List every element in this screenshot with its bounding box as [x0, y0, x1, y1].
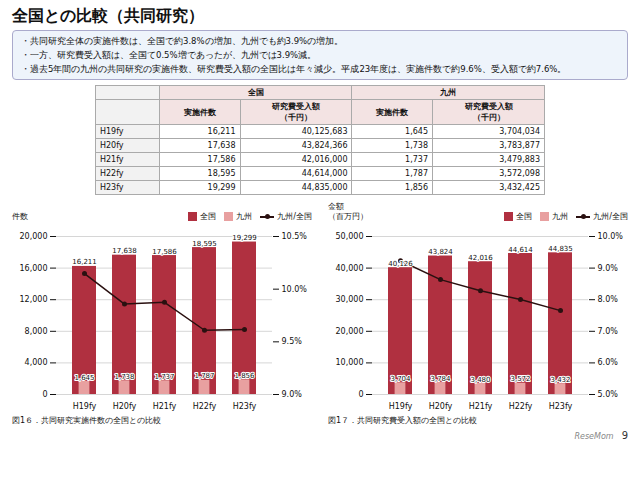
html-text:17,586: 17,586 [207, 155, 236, 164]
svg-text:H21fy: H21fy [153, 402, 177, 411]
svg-text:9.0%: 9.0% [282, 390, 303, 399]
html-text:・共同研究全体の実施件数は、全国で約3.8%の増加、九州でも: ・共同研究全体の実施件数は、全国で約3.8%の増加、九州でも約3.9%の増加。 [21, 36, 344, 46]
html-text:40,125,683: 40,125,683 [301, 127, 348, 136]
svg-text:5.0%: 5.0% [598, 390, 619, 399]
html-text:件数: 件数 [12, 212, 28, 221]
svg-text:3,784: 3,784 [430, 375, 451, 383]
html-text:全国: 全国 [200, 212, 217, 221]
svg-text:1,738: 1,738 [114, 373, 134, 381]
svg-text:42,016: 42,016 [468, 254, 493, 262]
html-text:全国: 全国 [516, 212, 533, 221]
html-text:16,211: 16,211 [207, 127, 236, 136]
html-text:・過去5年間の九州の共同研究の実施件数、研究費受入額の全国比: ・過去5年間の九州の共同研究の実施件数、研究費受入額の全国比は年々減少。平成23… [21, 64, 567, 74]
svg-text:16,211: 16,211 [72, 258, 97, 266]
svg-text:6.0%: 6.0% [598, 358, 619, 367]
svg-text:44,835: 44,835 [548, 245, 573, 253]
html-text:・一方、研究費受入額は、全国て0.5%増であったが、九州では: ・一方、研究費受入額は、全国て0.5%増であったが、九州では3.9%減。 [21, 50, 317, 60]
svg-text:30,000: 30,000 [336, 295, 364, 304]
html-text:17,638: 17,638 [207, 141, 236, 150]
html-text:1,645: 1,645 [405, 127, 428, 136]
svg-text:18,595: 18,595 [192, 240, 217, 248]
html-text:H23fy: H23fy [100, 183, 124, 192]
svg-text:7.0%: 7.0% [598, 327, 619, 336]
html-text:金額 （百万円）: 金額 （百万円） [328, 202, 368, 221]
html-text:1,738: 1,738 [405, 141, 428, 150]
svg-text:40,126: 40,126 [388, 260, 413, 268]
svg-text:17,586: 17,586 [152, 248, 177, 256]
svg-text:16,000: 16,000 [20, 264, 48, 273]
svg-text:H21fy: H21fy [469, 402, 493, 411]
html-text:1,737: 1,737 [405, 155, 428, 164]
html-text:3,479,883: 3,479,883 [499, 155, 540, 164]
svg-text:20,000: 20,000 [336, 327, 364, 336]
svg-text:H19fy: H19fy [73, 402, 97, 411]
svg-text:H19fy: H19fy [389, 402, 413, 411]
svg-text:H20fy: H20fy [113, 402, 137, 411]
html-text:44,614,000: 44,614,000 [301, 169, 348, 178]
html-text:全国: 全国 [247, 88, 264, 97]
svg-text:0: 0 [358, 390, 363, 399]
svg-text:H22fy: H22fy [509, 402, 533, 411]
svg-text:H23fy: H23fy [233, 402, 257, 411]
svg-text:40,000: 40,000 [336, 264, 364, 273]
html-text:3,572,098: 3,572,098 [499, 169, 540, 178]
svg-text:10,000: 10,000 [336, 358, 364, 367]
svg-text:3,480: 3,480 [470, 376, 490, 384]
svg-text:8.0%: 8.0% [598, 295, 619, 304]
html-text:42,016,000: 42,016,000 [301, 155, 348, 164]
html-text:九州: 九州 [236, 212, 253, 221]
html-text:九州: 九州 [552, 212, 569, 221]
svg-text:10.5%: 10.5% [282, 232, 308, 241]
html-text:44,835,000: 44,835,000 [301, 183, 348, 192]
svg-text:10.0%: 10.0% [282, 285, 308, 294]
html-text:H19fy: H19fy [100, 127, 124, 136]
html-text:九州/全国: 九州/全国 [593, 212, 628, 221]
svg-text:9.5%: 9.5% [282, 337, 303, 346]
html-text:九州: 九州 [440, 88, 457, 97]
html-text:図1７．共同研究費受入額の全国との比較: 図1７．共同研究費受入額の全国との比較 [328, 416, 478, 425]
html-text:1,856: 1,856 [405, 183, 428, 192]
svg-text:H23fy: H23fy [549, 402, 573, 411]
svg-text:1,787: 1,787 [194, 372, 214, 380]
svg-text:1,856: 1,856 [234, 372, 255, 380]
html-text:九州/全国: 九州/全国 [277, 212, 312, 221]
html-text:3,432,425: 3,432,425 [499, 183, 540, 192]
html-text:ReseMom: ReseMom [574, 432, 614, 441]
svg-text:1,645: 1,645 [74, 374, 94, 382]
html-text:研究費受入額 （千円）: 研究費受入額 （千円） [272, 102, 320, 122]
svg-text:8,000: 8,000 [25, 327, 48, 336]
svg-text:44,614: 44,614 [508, 246, 533, 254]
svg-text:4,000: 4,000 [25, 358, 48, 367]
svg-text:0: 0 [42, 390, 47, 399]
html-text:実施件数: 実施件数 [183, 107, 216, 117]
html-text:19,299: 19,299 [207, 183, 236, 192]
svg-text:3,572: 3,572 [510, 375, 530, 383]
html-text:研究費受入額 （千円）: 研究費受入額 （千円） [464, 102, 513, 122]
html-text:図1６．共同研究実施件数の全国との比較: 図1６．共同研究実施件数の全国との比較 [12, 416, 162, 425]
svg-text:20,000: 20,000 [20, 232, 48, 241]
svg-text:H20fy: H20fy [429, 402, 453, 411]
html-text:1,787: 1,787 [405, 169, 428, 178]
svg-text:3,704: 3,704 [390, 375, 411, 383]
html-text:H22fy: H22fy [100, 169, 124, 178]
svg-text:43,824: 43,824 [428, 248, 453, 256]
html-text:H21fy: H21fy [100, 155, 124, 164]
svg-text:H22fy: H22fy [193, 402, 217, 411]
svg-text:17,638: 17,638 [112, 247, 137, 255]
html-text:18,595: 18,595 [207, 169, 236, 178]
html-text:H20fy: H20fy [100, 141, 124, 150]
svg-text:12,000: 12,000 [20, 295, 48, 304]
html-text:3,704,034: 3,704,034 [499, 127, 540, 136]
svg-text:10.0%: 10.0% [598, 232, 624, 241]
svg-text:50,000: 50,000 [336, 232, 364, 241]
html-text:全国との比較（共同研究）: 全国との比較（共同研究） [12, 6, 204, 25]
svg-text:9.0%: 9.0% [598, 264, 619, 273]
html-text:43,824,366: 43,824,366 [301, 141, 348, 150]
html-text:3,783,877: 3,783,877 [499, 141, 540, 150]
html-text:9: 9 [621, 430, 628, 441]
svg-text:3,432: 3,432 [550, 376, 570, 384]
svg-text:19,299: 19,299 [232, 234, 257, 242]
html-text:実施件数: 実施件数 [376, 107, 409, 117]
svg-text:1,737: 1,737 [154, 373, 174, 381]
